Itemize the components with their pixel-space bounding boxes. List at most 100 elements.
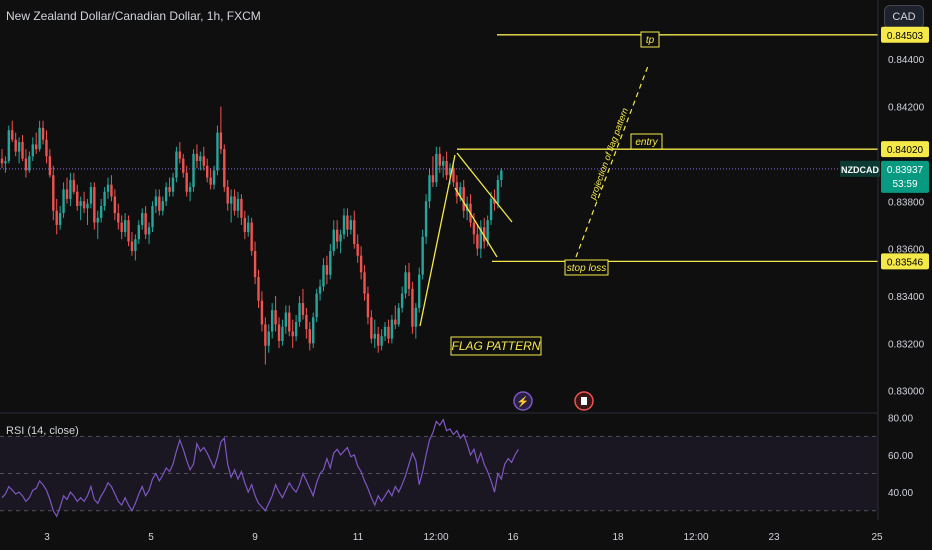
candle-body — [377, 333, 380, 346]
candle-body — [274, 310, 277, 325]
entry-price-badge-label: 0.84020 — [887, 145, 924, 156]
candle-body — [397, 307, 400, 325]
candle-body — [322, 265, 325, 287]
candle-body — [407, 272, 411, 289]
candle-body — [500, 170, 503, 180]
candle-body — [58, 213, 62, 225]
time-tick-label: 12:00 — [423, 532, 448, 543]
candle-body — [7, 130, 11, 162]
candle-body — [96, 217, 99, 223]
candle-body — [130, 241, 134, 251]
candle-body — [452, 168, 455, 183]
candle-body — [123, 220, 127, 233]
stop-loss-label-text: stop loss — [567, 263, 606, 274]
candle-body — [158, 196, 161, 211]
candle-body — [267, 331, 270, 346]
candle-body — [69, 179, 72, 199]
countdown-label: 53:59 — [892, 179, 917, 190]
tp-price-badge-label: 0.84503 — [887, 31, 924, 42]
candle-body — [206, 165, 209, 178]
candle-body — [400, 293, 404, 308]
candle-body — [14, 139, 17, 152]
time-tick-label: 11 — [353, 532, 364, 543]
candle-body — [428, 175, 431, 202]
candle-body — [35, 144, 38, 150]
candle-body — [226, 187, 229, 204]
candle-body — [55, 210, 58, 225]
candle-body — [240, 198, 243, 218]
rsi-tick-label: 40.00 — [888, 488, 913, 499]
candle-body — [134, 239, 137, 251]
candle-body — [284, 312, 288, 327]
candle-body — [243, 217, 247, 233]
candle-body — [305, 314, 308, 330]
tp-label-text: tp — [646, 35, 655, 46]
candle-body — [332, 229, 335, 251]
candle-body — [424, 201, 428, 237]
candle-body — [168, 187, 171, 192]
candle-body — [356, 243, 359, 256]
price-tick-label: 0.83000 — [888, 387, 925, 398]
candle-body — [418, 274, 421, 308]
candle-body — [38, 127, 41, 150]
annotations: tp entry stop loss FLAG PATTERN projection o… — [0, 31, 878, 411]
flag-upper-line — [456, 152, 513, 223]
candle-body — [24, 158, 28, 171]
candle-body — [390, 319, 394, 339]
candle-body — [438, 153, 441, 166]
candle-body — [472, 222, 476, 235]
candle-body — [79, 201, 82, 206]
candle-body — [236, 198, 240, 211]
rsi-line — [1, 418, 519, 518]
candle-body — [164, 187, 168, 202]
candle-body — [86, 203, 89, 209]
candle-body — [431, 175, 435, 183]
candle-body — [459, 187, 462, 197]
candle-body — [329, 250, 332, 275]
candle-body — [493, 198, 496, 204]
candle-body — [151, 206, 154, 228]
candle-body — [141, 213, 144, 225]
candle-body — [117, 213, 120, 223]
symbol-badge-label: NZDCAD — [841, 165, 879, 175]
candle-body — [178, 151, 182, 159]
candle-body — [455, 182, 459, 197]
candle-body — [41, 127, 45, 140]
entry-price-badge — [881, 141, 929, 158]
candle-body — [120, 222, 123, 233]
rsi-tick-label: 60.00 — [888, 451, 913, 462]
candle-body — [486, 220, 489, 242]
candle-body — [496, 179, 500, 204]
candle-body — [17, 142, 21, 152]
candle-body — [147, 227, 151, 235]
candle-body — [113, 196, 117, 214]
candle-body — [435, 153, 438, 183]
candle-body — [315, 293, 318, 318]
candle-body — [257, 277, 260, 301]
candle-body — [370, 317, 373, 339]
candle-body — [411, 288, 414, 327]
candle-body — [209, 177, 212, 185]
candle-body — [281, 326, 284, 341]
candle-body — [82, 201, 86, 209]
candle-body — [21, 142, 24, 159]
chart-title: New Zealand Dollar/Canadian Dollar, 1h, … — [6, 9, 261, 23]
tp-label-box — [640, 31, 660, 48]
candle-body — [48, 156, 52, 176]
time-tick-label: 23 — [768, 532, 780, 543]
candle-body — [28, 156, 31, 171]
candle-body — [353, 220, 356, 244]
candle-body — [52, 175, 55, 211]
candle-body — [339, 234, 342, 242]
candle-body — [171, 177, 175, 192]
entry-label-text: entry — [635, 137, 658, 148]
candle-body — [144, 213, 147, 235]
candle-body — [260, 300, 264, 325]
candle-body — [312, 317, 315, 344]
candle-body — [110, 184, 113, 197]
projection-line — [575, 65, 649, 258]
candle-body — [202, 156, 205, 166]
candle-body — [445, 161, 448, 176]
